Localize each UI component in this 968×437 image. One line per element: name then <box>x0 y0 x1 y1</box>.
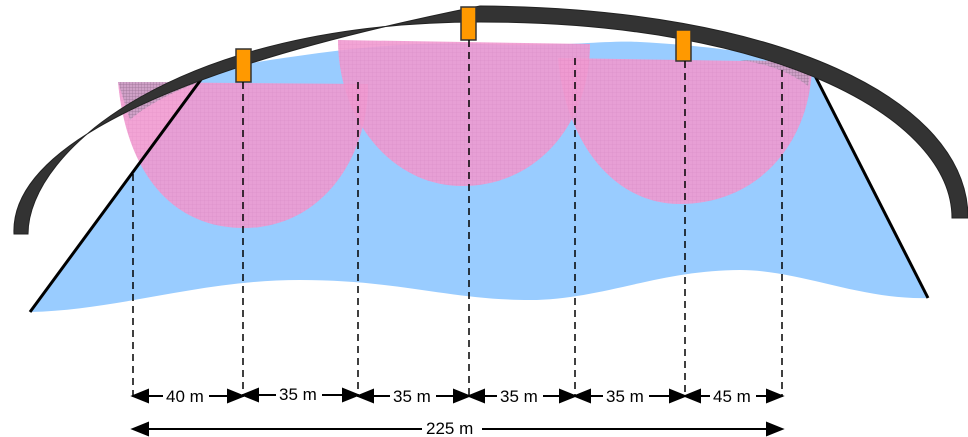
segment-label: 35 m <box>606 387 644 406</box>
left-side-line <box>28 69 210 313</box>
segment-label: 45 m <box>713 387 751 406</box>
segment-dimension-5 <box>572 388 688 404</box>
light-fixture-left <box>235 48 252 83</box>
light-fixture-right <box>675 29 692 62</box>
coverage-zone-right <box>558 58 812 204</box>
coverage-zone-center <box>338 40 590 186</box>
segment-label: 40 m <box>166 387 204 406</box>
segment-label: 35 m <box>393 387 431 406</box>
segment-label: 35 m <box>500 387 538 406</box>
light-fixture-center <box>460 6 477 41</box>
right-side-line <box>806 61 930 299</box>
coverage-overlap-left <box>118 82 200 120</box>
segment-label: 35 m <box>279 385 317 404</box>
total-label: 225 m <box>426 419 473 437</box>
segment-labels: 40 m 35 m 35 m 35 m 35 m 45 m <box>163 384 756 406</box>
dashed-guides <box>132 40 783 397</box>
